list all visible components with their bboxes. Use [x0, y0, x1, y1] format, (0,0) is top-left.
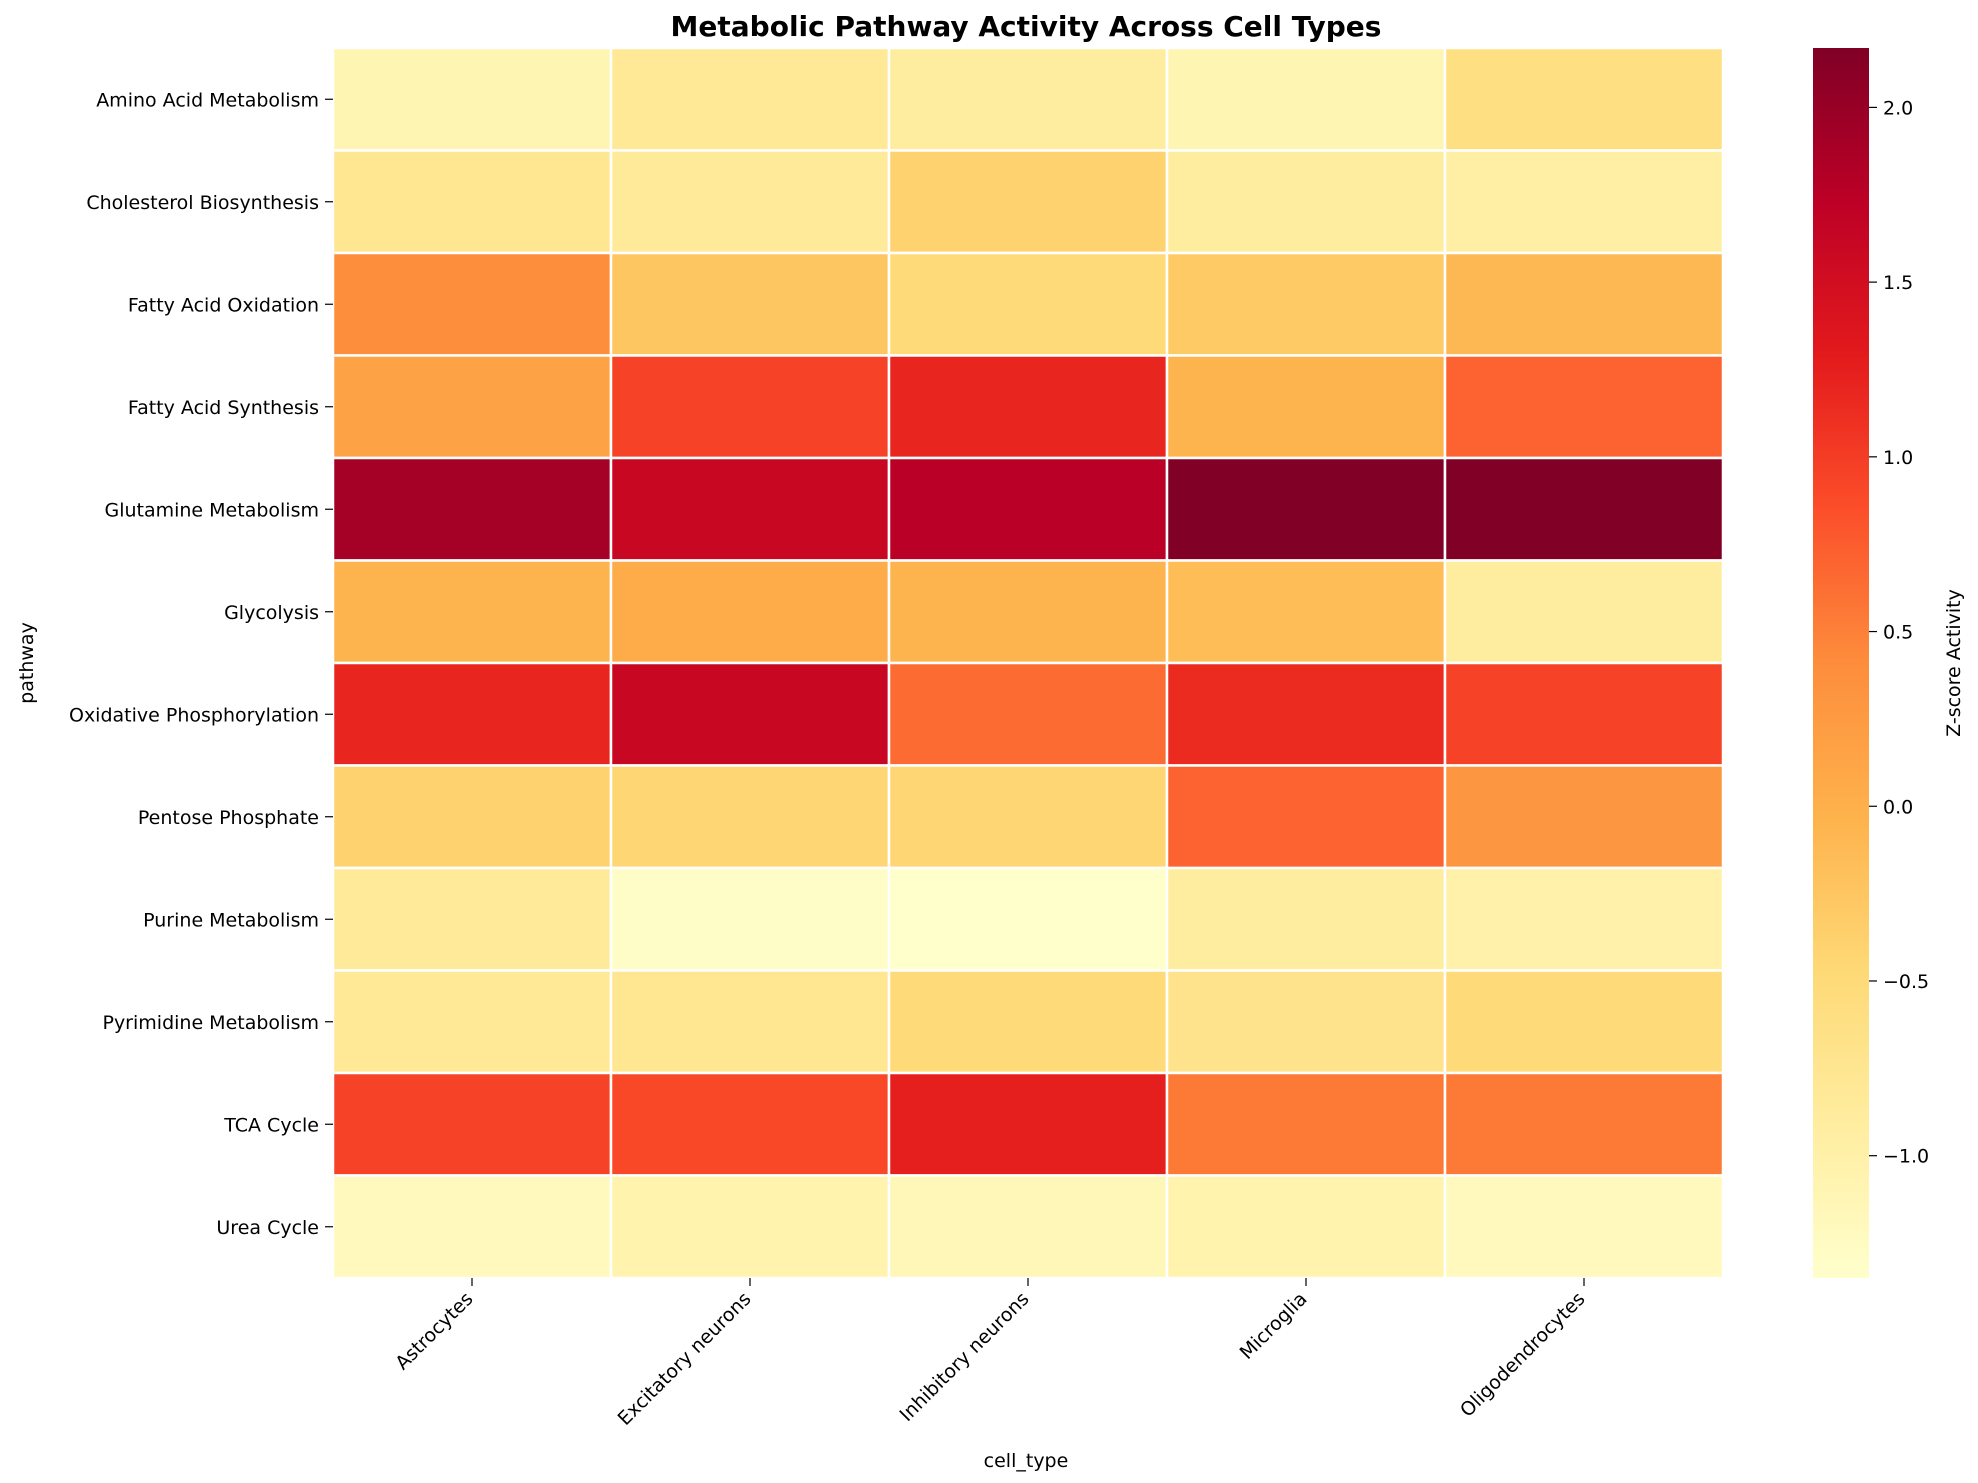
heatmap-cell — [887, 1071, 1169, 1177]
heatmap-cell — [887, 456, 1169, 562]
heatmap-cell — [887, 1174, 1169, 1280]
colorbar-tick-label: 0.5 — [1883, 622, 1913, 644]
heatmap-cell — [1443, 46, 1725, 152]
row-label: Oxidative Phosphorylation — [69, 704, 319, 726]
heatmap-cell — [609, 969, 891, 1075]
row-label: Fatty Acid Synthesis — [128, 397, 319, 419]
row-label: Pentose Phosphate — [138, 807, 319, 829]
heatmap-cell — [887, 354, 1169, 460]
heatmap-cell — [1165, 969, 1447, 1075]
heatmap-cell — [1443, 764, 1725, 870]
heatmap-cell — [887, 149, 1169, 255]
column-label: Astrocytes — [391, 1288, 477, 1374]
heatmap-cell — [609, 1174, 891, 1280]
colorbar-tick-label: −1.0 — [1883, 1146, 1929, 1168]
heatmap-cell — [1443, 149, 1725, 255]
heatmap-cell — [1165, 661, 1447, 767]
heatmap-cell — [1443, 559, 1725, 665]
heatmap-cell — [1165, 456, 1447, 562]
row-label: Amino Acid Metabolism — [96, 89, 319, 111]
heatmap-cell — [1165, 764, 1447, 870]
heatmap-cell — [331, 764, 613, 870]
colorbar-tick-label: 1.5 — [1883, 272, 1913, 294]
heatmap-cell — [331, 969, 613, 1075]
heatmap-cell — [887, 969, 1169, 1075]
heatmap-cell — [609, 661, 891, 767]
heatmap-cell — [609, 456, 891, 562]
heatmap-cell — [1165, 1071, 1447, 1177]
row-label: TCA Cycle — [223, 1114, 319, 1136]
heatmap-cell — [887, 764, 1169, 870]
row-label: Pyrimidine Metabolism — [102, 1012, 319, 1034]
heatmap-cell — [331, 1071, 613, 1177]
colorbar-tick-label: 2.0 — [1883, 97, 1913, 119]
heatmap-cell — [331, 456, 613, 562]
colorbar-tick-label: −0.5 — [1883, 971, 1929, 993]
heatmap-cell — [1443, 866, 1725, 972]
heatmap-cell — [331, 559, 613, 665]
heatmap-cell — [609, 1071, 891, 1177]
heatmap-cells — [331, 46, 1725, 1280]
heatmap-cell — [331, 661, 613, 767]
y-axis-label: pathway — [16, 622, 38, 704]
heatmap-cell — [609, 354, 891, 460]
heatmap-cell — [331, 251, 613, 357]
heatmap-cell — [1165, 559, 1447, 665]
column-label: Oligodendrocytes — [1456, 1288, 1590, 1422]
row-label: Fatty Acid Oxidation — [128, 294, 319, 316]
heatmap-cell — [609, 46, 891, 152]
row-label: Purine Metabolism — [143, 909, 319, 931]
heatmap-cell — [887, 251, 1169, 357]
heatmap-cell — [1165, 1174, 1447, 1280]
heatmap-cell — [1443, 251, 1725, 357]
heatmap-cell — [609, 866, 891, 972]
heatmap-cell — [1165, 251, 1447, 357]
column-label: Microglia — [1236, 1288, 1312, 1364]
row-labels: Amino Acid Metabolism Cholesterol Biosynt… — [69, 89, 333, 1239]
heatmap-cell — [331, 354, 613, 460]
heatmap-cell — [1443, 1071, 1725, 1177]
colorbar-tick-label: 0.0 — [1883, 796, 1913, 818]
heatmap-cell — [609, 149, 891, 255]
x-axis-label: cell_type — [984, 1450, 1069, 1472]
heatmap-cell — [331, 149, 613, 255]
colorbar-tick-label: 1.0 — [1883, 447, 1913, 469]
heatmap-cell — [331, 46, 613, 152]
heatmap-cell — [887, 866, 1169, 972]
heatmap-cell — [1165, 46, 1447, 152]
heatmap-cell — [887, 46, 1169, 152]
heatmap-cell — [331, 866, 613, 972]
heatmap-cell — [1443, 456, 1725, 562]
chart-title: Metabolic Pathway Activity Across Cell T… — [671, 10, 1382, 43]
column-label: Inhibitory neurons — [895, 1288, 1033, 1426]
heatmap-cell — [609, 559, 891, 665]
heatmap-cell — [1443, 661, 1725, 767]
colorbar-ticks: 2.0 1.5 1.0 0.5 0.0 −0.5 −1.0 — [1869, 97, 1929, 1168]
heatmap-cell — [1165, 149, 1447, 255]
heatmap-cell — [1443, 354, 1725, 460]
row-label: Cholesterol Biosynthesis — [86, 192, 319, 214]
column-labels: Astrocytes Excitatory neurons Inhibitory n… — [391, 1278, 1590, 1430]
heatmap-cell — [887, 559, 1169, 665]
heatmap-cell — [887, 661, 1169, 767]
heatmap-cell — [1165, 866, 1447, 972]
row-label: Glycolysis — [224, 602, 319, 624]
colorbar-gradient — [1813, 48, 1869, 1278]
heatmap-cell — [1443, 1174, 1725, 1280]
heatmap-cell — [331, 1174, 613, 1280]
heatmap-cell — [609, 764, 891, 870]
heatmap-cell — [1165, 354, 1447, 460]
colorbar-label: Z-score Activity — [1943, 589, 1965, 737]
column-label: Excitatory neurons — [614, 1288, 756, 1430]
row-label: Glutamine Metabolism — [104, 499, 319, 521]
row-label: Urea Cycle — [216, 1217, 319, 1239]
heatmap-cell — [1443, 969, 1725, 1075]
colorbar: 2.0 1.5 1.0 0.5 0.0 −0.5 −1.0 Z-score Activity — [1813, 48, 1965, 1278]
heatmap-cell — [609, 251, 891, 357]
